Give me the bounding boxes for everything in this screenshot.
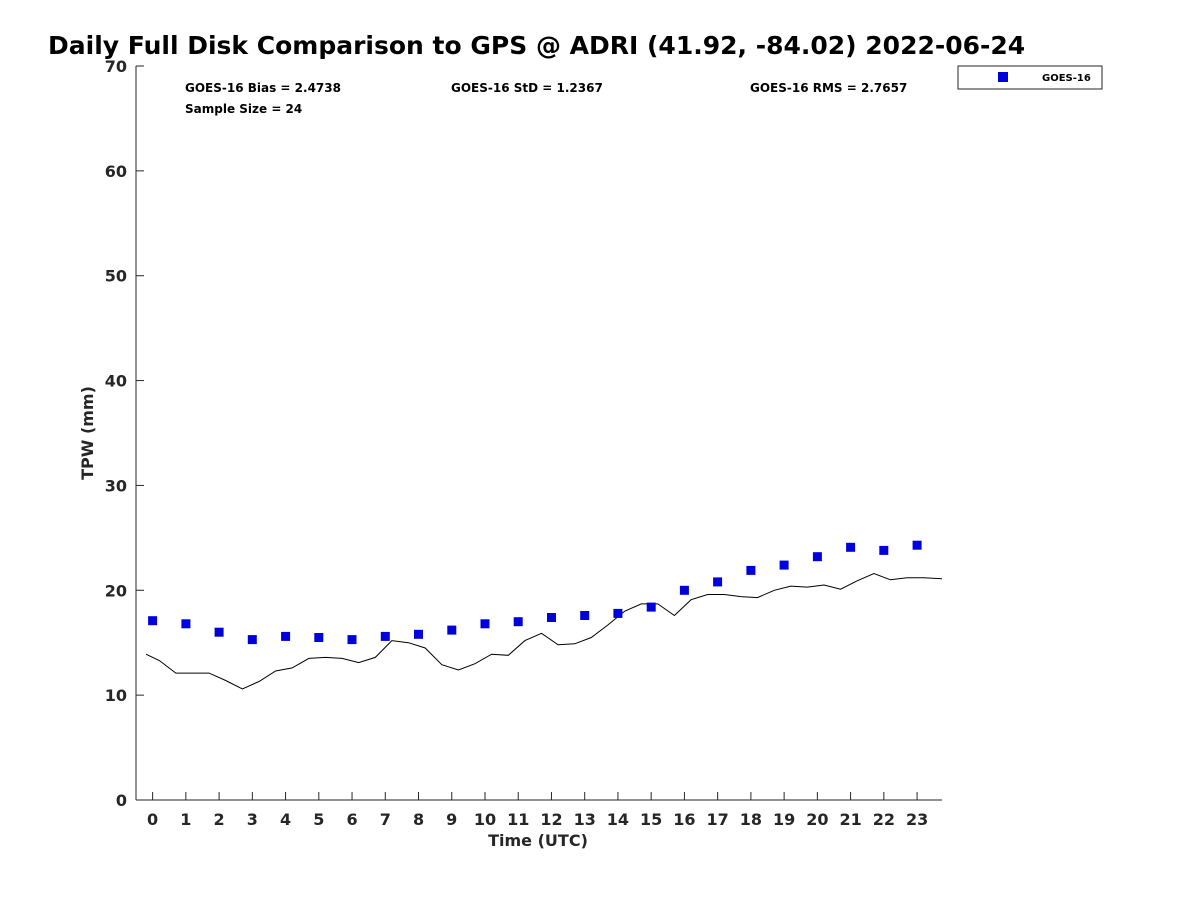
- x-tick-label: 7: [380, 810, 391, 829]
- goes16-data-point: [347, 635, 357, 645]
- stat-sample-size: Sample Size = 24: [185, 102, 302, 116]
- goes16-data-point: [148, 616, 158, 626]
- goes16-data-point: [812, 552, 822, 562]
- x-tick-label: 5: [313, 810, 324, 829]
- x-tick-label: 23: [906, 810, 928, 829]
- x-tick-label: 22: [873, 810, 895, 829]
- x-tick-label: 1: [180, 810, 191, 829]
- stat-bias: GOES-16 Bias = 2.4738: [185, 81, 341, 95]
- goes16-data-point: [214, 627, 224, 637]
- x-tick-label: 21: [839, 810, 861, 829]
- goes16-data-point: [879, 545, 889, 555]
- legend-box: [957, 65, 1103, 90]
- x-tick-label: 12: [540, 810, 562, 829]
- y-tick-label: 40: [105, 372, 127, 391]
- y-tick-label: 50: [105, 267, 127, 286]
- x-tick-label: 11: [507, 810, 529, 829]
- goes16-data-point: [314, 633, 324, 642]
- goes16-data-point: [713, 577, 723, 587]
- goes16-data-point: [613, 608, 623, 618]
- x-tick-label: 4: [280, 810, 291, 829]
- y-axis-ticks: 0 10 20 30 40 50 60 70: [105, 57, 144, 810]
- y-tick-label: 70: [105, 57, 127, 76]
- goes16-data-point: [779, 560, 789, 570]
- goes16-data-point: [181, 619, 191, 629]
- x-tick-label: 18: [740, 810, 762, 829]
- chart-title: Daily Full Disk Comparison to GPS @ ADRI…: [48, 31, 1025, 60]
- x-tick-label: 15: [640, 810, 662, 829]
- goes16-data-point: [414, 629, 423, 639]
- x-tick-label: 10: [474, 810, 496, 829]
- goes16-data-point: [281, 631, 291, 641]
- goes16-data-point: [480, 619, 490, 629]
- y-tick-label: 60: [105, 162, 127, 181]
- legend-label-goes16: GOES-16: [1042, 73, 1091, 84]
- goes16-data-point: [447, 625, 457, 635]
- y-tick-label: 10: [105, 686, 127, 705]
- y-tick-label: 0: [116, 791, 127, 810]
- x-tick-label: 13: [574, 810, 596, 829]
- goes16-data-point: [912, 540, 922, 550]
- series-lines: [145, 572, 943, 690]
- goes16-data-point: [547, 613, 556, 622]
- goes16-data-point: [513, 617, 523, 627]
- goes16-data-point: [247, 635, 257, 645]
- legend-marker-goes16: [998, 72, 1008, 82]
- x-tick-label: 19: [773, 810, 795, 829]
- stat-rms: GOES-16 RMS = 2.7657: [750, 81, 907, 95]
- x-tick-label: 2: [214, 810, 225, 829]
- x-tick-label: 16: [673, 810, 695, 829]
- stat-std: GOES-16 StD = 1.2367: [451, 81, 603, 95]
- stats-annotations: GOES-16 Bias = 2.4738 GOES-16 StD = 1.23…: [185, 81, 907, 116]
- x-axis-ticks: 0 1 2 3 4 5 6 7 8 9 10 11 12 13 14 15 16 17 18 19 20 21 22 23: [147, 792, 928, 829]
- y-axis-label: TPW (mm): [78, 386, 97, 480]
- y-tick-label: 30: [105, 476, 127, 495]
- x-tick-label: 3: [247, 810, 258, 829]
- series-points: [148, 540, 922, 645]
- goes16-data-point: [580, 611, 590, 620]
- x-tick-label: 20: [806, 810, 828, 829]
- y-tick-label: 20: [105, 581, 127, 600]
- gps-series-line: [145, 572, 943, 690]
- x-tick-label: 6: [346, 810, 357, 829]
- goes16-data-point: [846, 542, 856, 552]
- x-axis-label: Time (UTC): [488, 831, 588, 850]
- goes16-data-point: [679, 585, 689, 595]
- goes16-data-point: [746, 565, 756, 575]
- x-tick-label: 9: [446, 810, 457, 829]
- x-tick-label: 8: [413, 810, 424, 829]
- x-tick-label: 0: [147, 810, 158, 829]
- goes16-data-point: [646, 602, 656, 612]
- x-tick-label: 14: [607, 810, 629, 829]
- x-tick-label: 17: [707, 810, 729, 829]
- goes16-data-point: [380, 631, 390, 641]
- legend: GOES-16: [957, 65, 1103, 90]
